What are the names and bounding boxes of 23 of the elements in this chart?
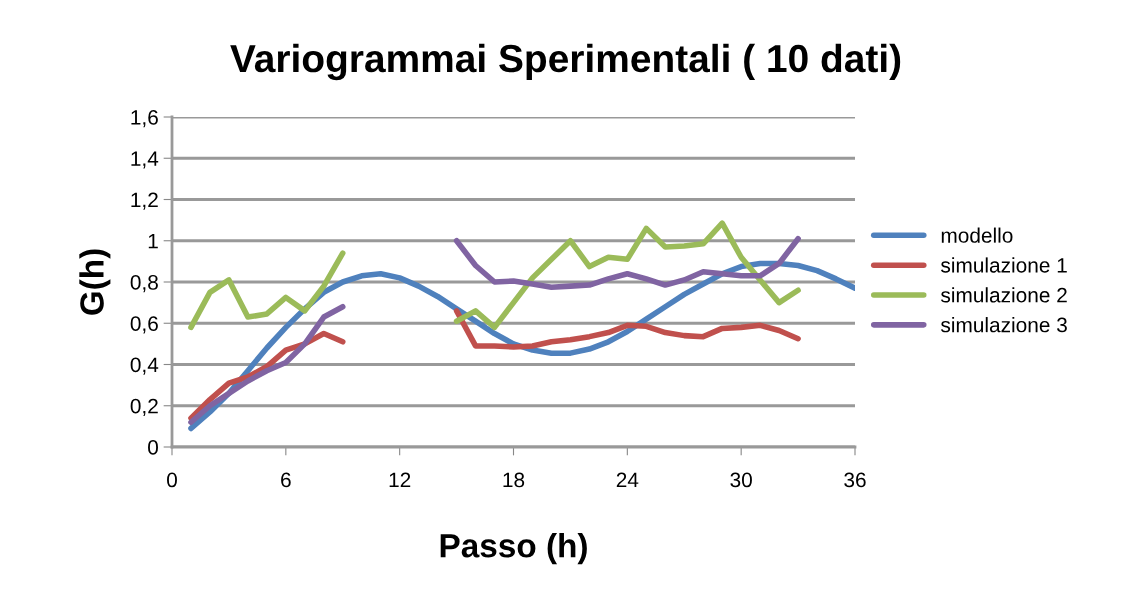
y-tick-label: 0,2 [130,398,158,416]
y-tick-label: 0,4 [130,357,159,375]
x-tick-label: 0 [167,472,177,488]
x-tick-label: 6 [281,472,291,488]
legend-label: simulazione 1 [941,257,1067,273]
x-tick-label: 24 [616,472,639,488]
y-tick-label: 0,8 [130,275,158,293]
x-axis-title: Passo (h) [440,533,587,565]
y-tick-label: 1 [148,233,158,249]
y-tick-label: 0,6 [130,316,158,334]
legend-label: simulazione 3 [941,317,1067,333]
x-tick-label: 12 [389,472,411,488]
y-tick-label: 1,2 [131,192,158,210]
y-tick-label: 1,4 [131,151,159,169]
y-tick-label: 0 [148,440,158,455]
legend-label: modello [941,227,1013,243]
y-tick-label: 1,6 [131,110,158,128]
y-axis-title: G(h) [79,249,111,315]
legend-label: simulazione 2 [941,287,1067,303]
x-tick-label: 30 [730,472,752,488]
x-tick-label: 18 [503,472,525,488]
chart-title: Variogrammai Sperimentali ( 10 dati) [230,43,901,81]
x-tick-label: 36 [844,472,866,488]
